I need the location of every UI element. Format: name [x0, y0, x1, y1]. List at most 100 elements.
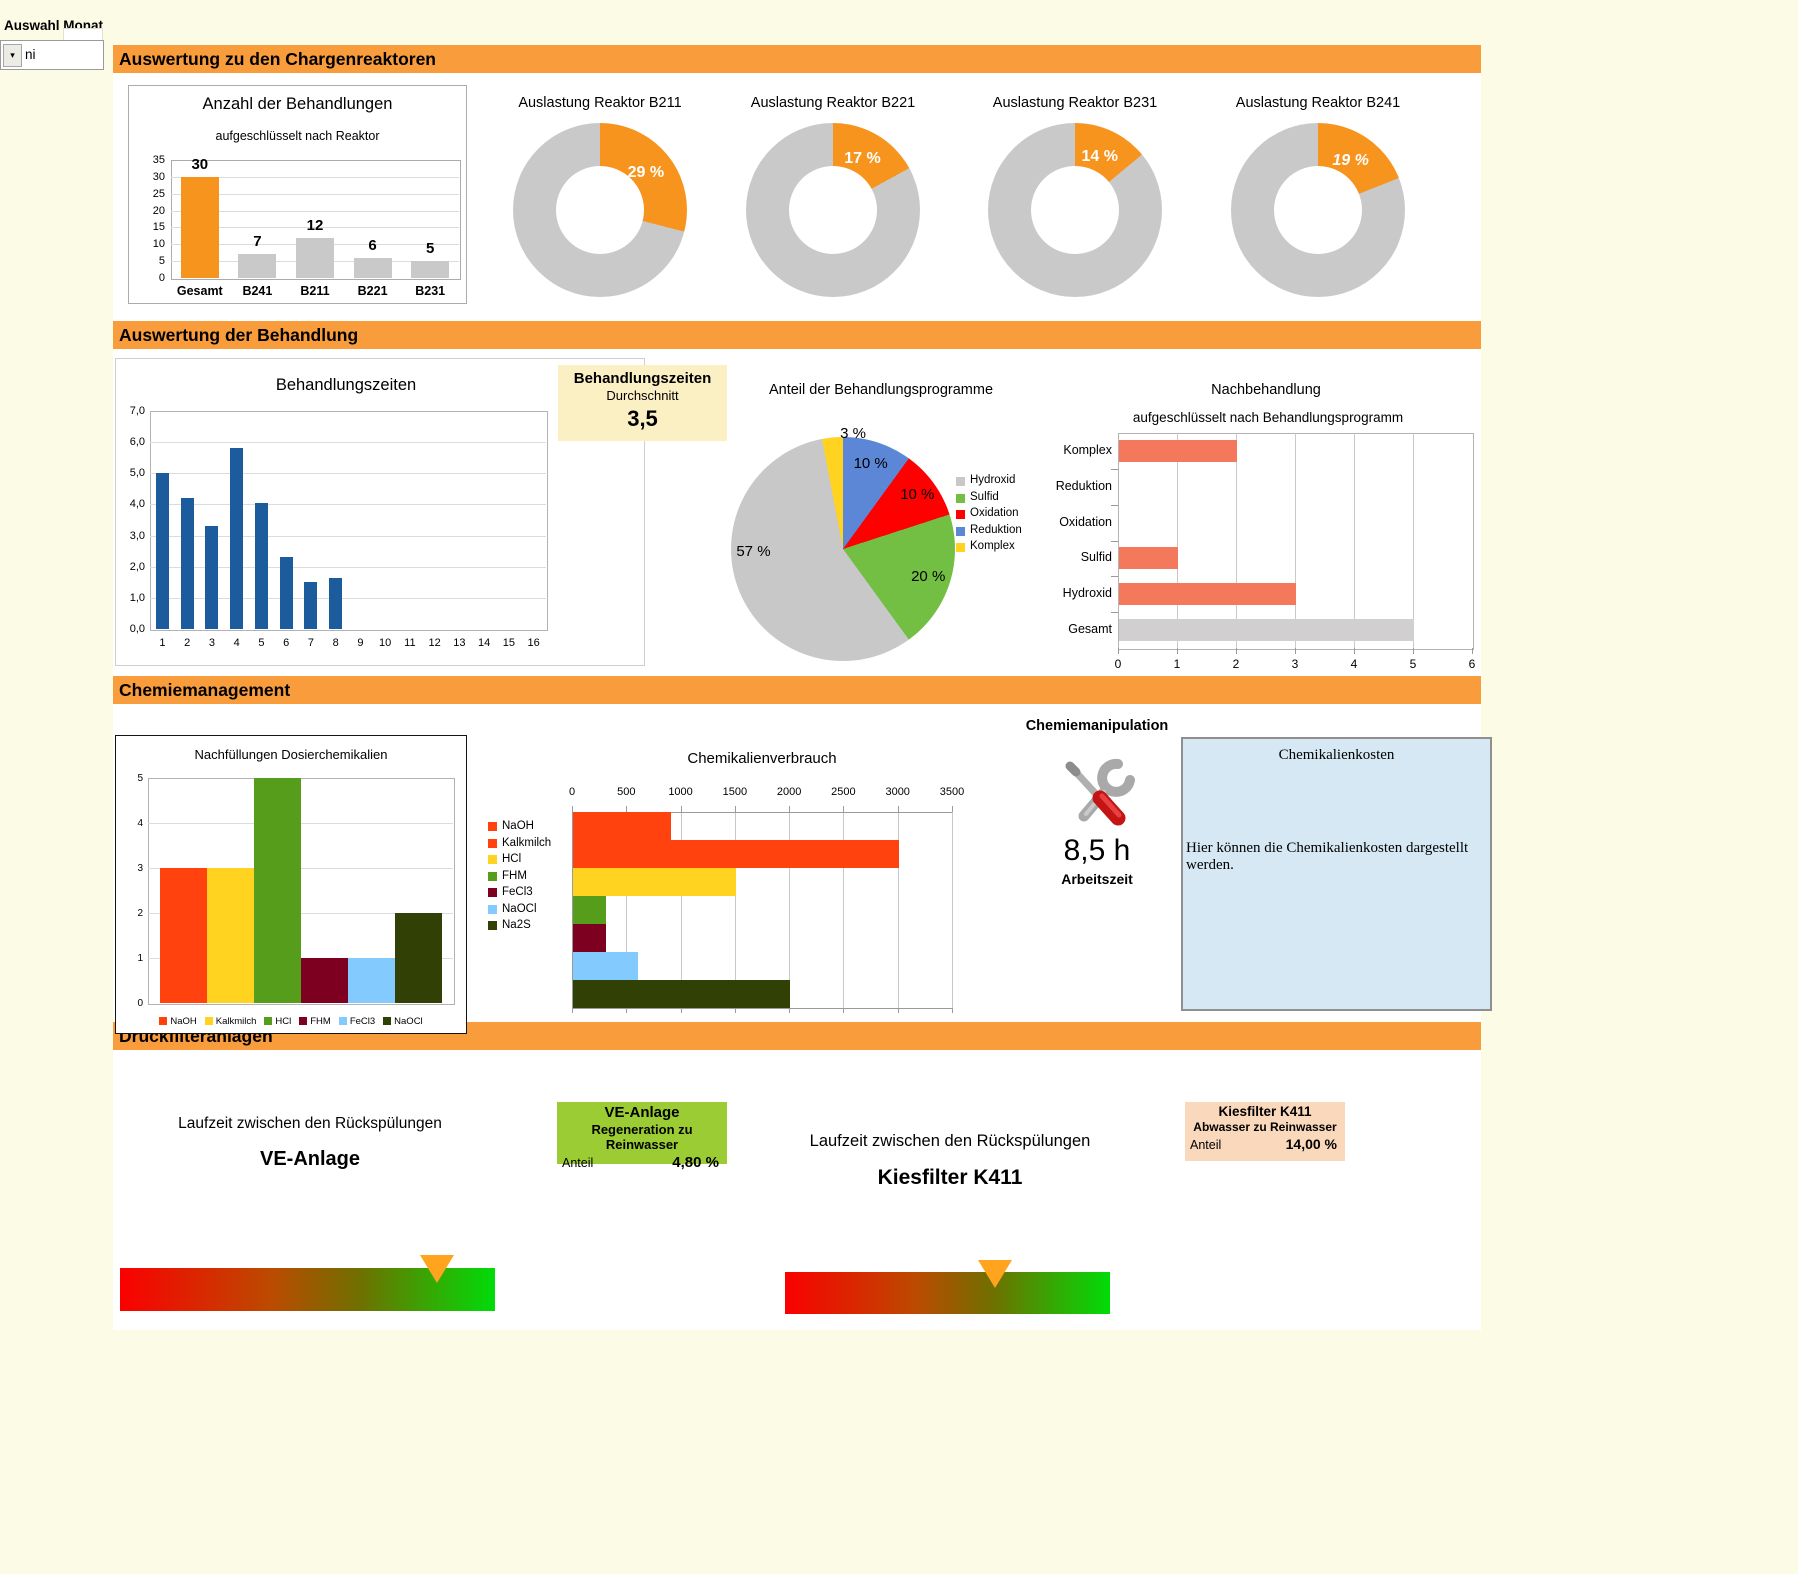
x-axis-tick-label: 1 [159, 637, 166, 649]
anteil-label: Anteil [562, 1156, 594, 1170]
grid-line [171, 210, 459, 212]
grid-line [680, 812, 682, 1008]
x-axis-tick [1413, 648, 1414, 654]
x-axis-tick [1295, 648, 1296, 654]
bar [573, 924, 606, 952]
tools-icon [1056, 756, 1140, 840]
grid-line [789, 812, 791, 1008]
y-axis-tick-label: 20 [152, 204, 165, 217]
kiesfilter-gauge-bar [785, 1272, 1110, 1314]
chart-title: Nachfüllungen Dosierchemikalien [194, 747, 388, 762]
x-axis-tick-label: 6 [1468, 657, 1476, 671]
chart-title: Anzahl der Behandlungen [202, 95, 393, 113]
x-axis-tick-label: 5 [1409, 657, 1417, 671]
x-axis-tick-label: 3000 [885, 786, 910, 798]
pie-slice-label: 3 % [840, 425, 866, 443]
legend-label: FeCl3 [502, 886, 533, 898]
bar [411, 261, 450, 278]
category-label: Gesamt [176, 284, 223, 298]
y-axis-tick-label: 10 [152, 238, 165, 251]
legend-item: FHM [299, 1016, 331, 1027]
x-axis-tick-label: 7 [307, 637, 314, 649]
box-subtitle: Abwasser zu Reinwasser [1193, 1120, 1337, 1134]
pie-slice-label: 10 % [900, 486, 935, 504]
y-axis-tick-label: 0 [158, 272, 165, 284]
legend-label: Oxidation [970, 507, 1019, 519]
y-axis-tick [1111, 468, 1118, 470]
grid-line [171, 176, 459, 178]
category-label: B211 [300, 284, 330, 298]
legend-swatch [488, 904, 497, 914]
legend-swatch [488, 838, 497, 848]
x-axis-tick [897, 806, 899, 812]
x-axis-tick-label: 2 [1232, 657, 1240, 671]
section-header-chargenreaktoren: Auswertung zu den Chargenreaktoren [113, 45, 1481, 73]
y-axis-tick-label: 0 [137, 998, 143, 1009]
chart-title-nachbehandlung: Nachbehandlung [1211, 382, 1321, 398]
y-axis-tick-label: 5 [158, 255, 165, 268]
gauge-marker-triangle [977, 1260, 1012, 1288]
y-axis-tick [1111, 540, 1118, 542]
category-label: Gesamt [1068, 622, 1112, 637]
section-header-behandlung: Auswertung der Behandlung [113, 321, 1481, 349]
bar-value-label: 5 [426, 240, 435, 258]
grid-line [150, 473, 546, 475]
donut-title: Auslastung Reaktor B241 [1235, 95, 1401, 111]
y-axis-tick-label: 30 [152, 170, 165, 183]
x-axis-tick [789, 806, 791, 812]
bar [1119, 583, 1296, 606]
legend-label: Hydroxid [970, 474, 1016, 486]
bar [1119, 439, 1237, 462]
legend-swatch [204, 1017, 213, 1025]
plot-area [1118, 433, 1474, 650]
bar [155, 473, 169, 629]
legend-swatch [488, 855, 497, 864]
x-axis-tick-label: 2 [184, 637, 191, 649]
legend-swatch [956, 543, 965, 552]
legend-swatch [383, 1017, 392, 1025]
kpi-behandlungszeiten-durchschnitt: Behandlungszeiten Durchschnitt 3,5 [558, 365, 727, 441]
chemikalienkosten-text: Hier können die Chemikalienkosten darges… [1186, 840, 1469, 873]
grid-line [734, 812, 736, 1008]
legend-label: FHM [310, 1015, 331, 1027]
arbeitszeit-label: Arbeitszeit [1061, 871, 1133, 887]
anteil-label: Anteil [1190, 1138, 1222, 1152]
y-axis-tick-label: 15 [152, 221, 165, 234]
donut-title: Auslastung Reaktor B221 [750, 95, 916, 111]
x-axis-tick-label: 11 [404, 637, 416, 649]
legend-swatch [488, 822, 497, 831]
chart-title-behandlungsprogramme: Anteil der Behandlungsprogramme [768, 382, 994, 398]
x-axis-tick-label: 3 [1291, 657, 1299, 671]
x-axis-tick [572, 806, 573, 812]
month-selector[interactable]: ▾ ni [0, 40, 104, 70]
kpi-title: Behandlungszeiten [573, 370, 712, 387]
x-axis-tick-label: 5 [258, 637, 265, 649]
bar [1119, 619, 1414, 642]
section-header-chemiemanagement: Chemiemanagement [113, 676, 1481, 704]
bar [573, 812, 671, 840]
x-axis-tick-label: 2000 [776, 786, 802, 798]
chevron-down-icon[interactable]: ▾ [3, 44, 22, 67]
y-axis-tick-label: 1,0 [129, 591, 145, 604]
y-axis-tick [1111, 504, 1118, 506]
y-axis-tick-label: 5,0 [129, 467, 145, 480]
y-axis-tick [1111, 612, 1118, 614]
grid-line [171, 193, 459, 195]
x-axis-tick [734, 806, 736, 812]
x-axis-tick-label: 16 [527, 637, 540, 649]
chart-legend: NaOH Kalkmilch HCl FHM FeCl3 NaOCl [126, 1014, 456, 1028]
plot-area [150, 411, 548, 631]
donut-percent-label: 17 % [844, 150, 881, 168]
kiesfilter-name: Kiesfilter K411 [877, 1166, 1023, 1189]
legend-item: Hydroxid [956, 474, 1066, 491]
bar-value-label: 7 [253, 233, 262, 251]
y-axis-line [572, 812, 573, 1008]
category-label: B231 [415, 284, 446, 298]
ve-anlage-name: VE-Anlage [259, 1148, 361, 1170]
chart-subtitle-nachbehandlung: aufgeschlüsselt nach Behandlungsprogramm [1132, 410, 1404, 425]
legend-swatch [956, 526, 965, 536]
chemikalienkosten-title: Chemikalienkosten [1278, 747, 1395, 763]
x-axis-tick-label: 12 [428, 637, 441, 649]
pie-legend: Hydroxid Sulfid Oxidation Reduktion Komplex [956, 474, 1066, 557]
chart-anzahl-behandlungen: Anzahl der Behandlungen aufgeschlüsselt … [128, 85, 467, 304]
